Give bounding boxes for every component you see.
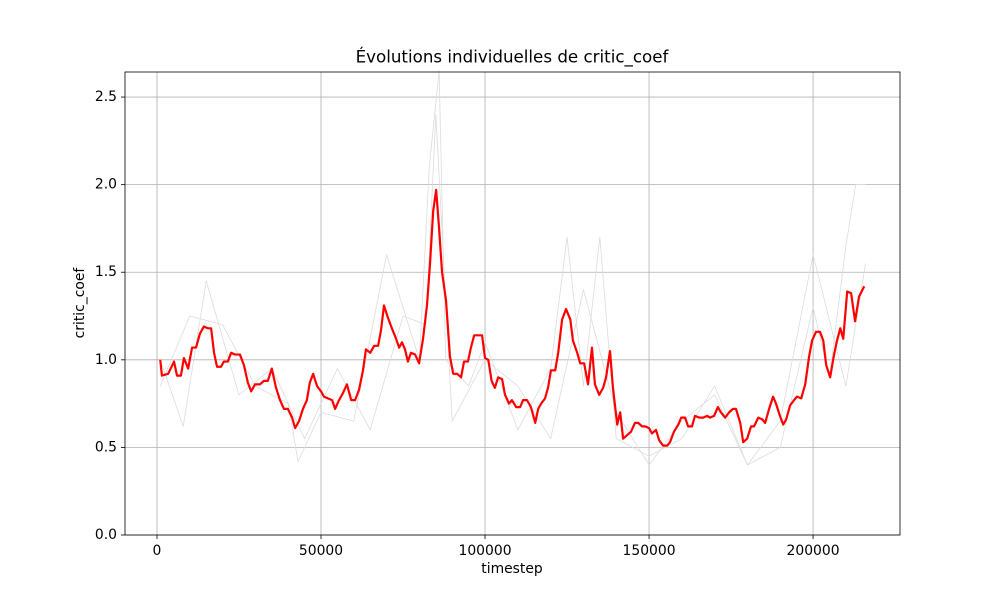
y-tick-label: 2.5: [95, 89, 117, 105]
series-line: [159, 188, 866, 447]
plot-frame: [124, 71, 901, 536]
x-tick-label: 200000: [787, 543, 840, 559]
x-tick-label: 100000: [459, 543, 512, 559]
x-tick-label: 150000: [623, 543, 676, 559]
y-tick-label: 0.0: [95, 527, 117, 543]
x-tick-label: 50000: [299, 543, 343, 559]
x-tick-label: 0: [153, 543, 162, 559]
y-tick-label: 1.5: [95, 264, 117, 280]
x-axis-label: timestep: [481, 561, 543, 577]
y-tick-label: 2.0: [95, 177, 117, 193]
y-axis-label: critic_coef: [72, 267, 88, 339]
series-line: [159, 70, 866, 466]
y-tick-label: 1.0: [95, 352, 117, 368]
y-tick-label: 0.5: [95, 439, 117, 455]
chart-title: Évolutions individuelles de critic_coef: [356, 47, 670, 68]
